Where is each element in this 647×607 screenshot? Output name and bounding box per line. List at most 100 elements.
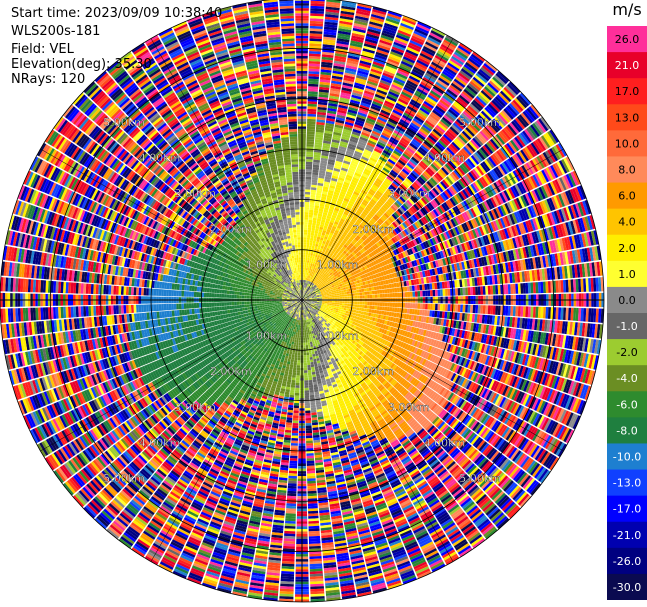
velocity-gate: [304, 282, 307, 286]
velocity-gate: [304, 196, 310, 200]
velocity-gate: [320, 76, 331, 81]
velocity-gate: [339, 296, 343, 299]
velocity-gate: [306, 146, 314, 150]
velocity-gate: [342, 301, 345, 304]
velocity-gate: [327, 296, 330, 298]
velocity-gate: [359, 295, 363, 299]
velocity-gate: [334, 165, 341, 170]
velocity-gate: [309, 38, 322, 42]
velocity-gate: [374, 294, 378, 298]
velocity-gate: [327, 300, 330, 303]
velocity-gate: [359, 292, 363, 296]
velocity-gate: [332, 68, 344, 73]
velocity-gate: [310, 0, 325, 2]
velocity-gate: [323, 29, 337, 33]
velocity-gate: [310, 263, 313, 267]
velocity-gate: [377, 44, 391, 51]
velocity-gate: [366, 308, 370, 313]
velocity-gate: [305, 275, 307, 278]
velocity-gate: [305, 179, 312, 183]
velocity-gate: [344, 296, 348, 299]
velocity-gate: [307, 273, 310, 276]
velocity-gate: [318, 177, 325, 182]
velocity-gate: [315, 195, 321, 199]
velocity-gate: [334, 293, 337, 296]
velocity-gate: [333, 291, 337, 294]
velocity-gate: [342, 79, 354, 85]
velocity-gate: [345, 152, 353, 158]
velocity-gate: [319, 167, 326, 172]
velocity-gate: [309, 204, 315, 208]
velocity-gate: [340, 141, 348, 146]
velocity-gate: [343, 307, 347, 311]
velocity-gate: [315, 254, 318, 258]
velocity-gate: [306, 262, 309, 266]
velocity-gate: [363, 45, 376, 52]
velocity-gate: [316, 262, 320, 266]
velocity-gate: [307, 98, 318, 102]
velocity-gate: [332, 172, 339, 177]
velocity-gate: [308, 63, 320, 67]
velocity-gate: [372, 6, 387, 13]
velocity-gate: [329, 303, 332, 306]
velocity-gate: [316, 116, 326, 121]
velocity-gate: [348, 167, 356, 172]
velocity-gate: [353, 309, 357, 313]
velocity-gate: [304, 290, 306, 293]
velocity-gate: [304, 229, 308, 233]
velocity-gate: [341, 303, 345, 306]
velocity-gate: [383, 25, 398, 32]
velocity-gate: [394, 302, 398, 308]
velocity-gate: [307, 121, 316, 125]
velocity-gate: [343, 74, 355, 80]
velocity-gate: [347, 111, 357, 117]
velocity-gate: [305, 288, 307, 291]
velocity-gate: [394, 292, 398, 298]
velocity-gate: [303, 259, 306, 263]
velocity-gate: [356, 116, 366, 122]
velocity-gate: [305, 166, 313, 170]
velocity-gate: [310, 13, 324, 17]
velocity-gate: [304, 201, 310, 205]
velocity-gate: [346, 150, 354, 156]
velocity-gate: [320, 162, 327, 167]
velocity-gate: [342, 183, 349, 189]
velocity-gate: [319, 239, 323, 243]
velocity-gate: [351, 35, 365, 41]
velocity-gate: [311, 179, 318, 183]
velocity-gate: [348, 52, 361, 58]
velocity-gate: [310, 5, 325, 9]
velocity-gate: [316, 121, 325, 126]
velocity-gate: [338, 195, 345, 200]
velocity-gate: [343, 287, 346, 290]
velocity-gate: [339, 294, 343, 297]
velocity-gate: [361, 304, 365, 308]
velocity-gate: [495, 305, 499, 315]
velocity-gate: [319, 206, 325, 210]
velocity-gate: [339, 193, 346, 198]
velocity-gate: [316, 114, 326, 118]
velocity-gate: [302, 279, 304, 283]
velocity-gate: [305, 191, 311, 195]
velocity-gate: [376, 89, 388, 96]
velocity-gate: [322, 248, 326, 253]
velocity-gate: [309, 242, 313, 246]
velocity-gate: [339, 99, 350, 105]
velocity-gate: [372, 61, 385, 68]
velocity-gate: [507, 305, 511, 316]
velocity-gate: [318, 172, 326, 177]
velocity-gate: [366, 80, 378, 87]
velocity-gate: [354, 295, 358, 299]
velocity-gate: [315, 241, 319, 245]
velocity-gate: [314, 267, 318, 271]
velocity-gate: [319, 300, 323, 302]
velocity-gate: [336, 112, 347, 117]
velocity-gate: [314, 262, 318, 266]
velocity-gate: [366, 33, 380, 40]
velocity-gate: [359, 104, 370, 110]
velocity-gate: [369, 21, 383, 28]
velocity-gate: [321, 59, 333, 63]
velocity-gate: [397, 29, 412, 37]
velocity-gate: [309, 30, 323, 34]
velocity-gate: [306, 286, 309, 289]
